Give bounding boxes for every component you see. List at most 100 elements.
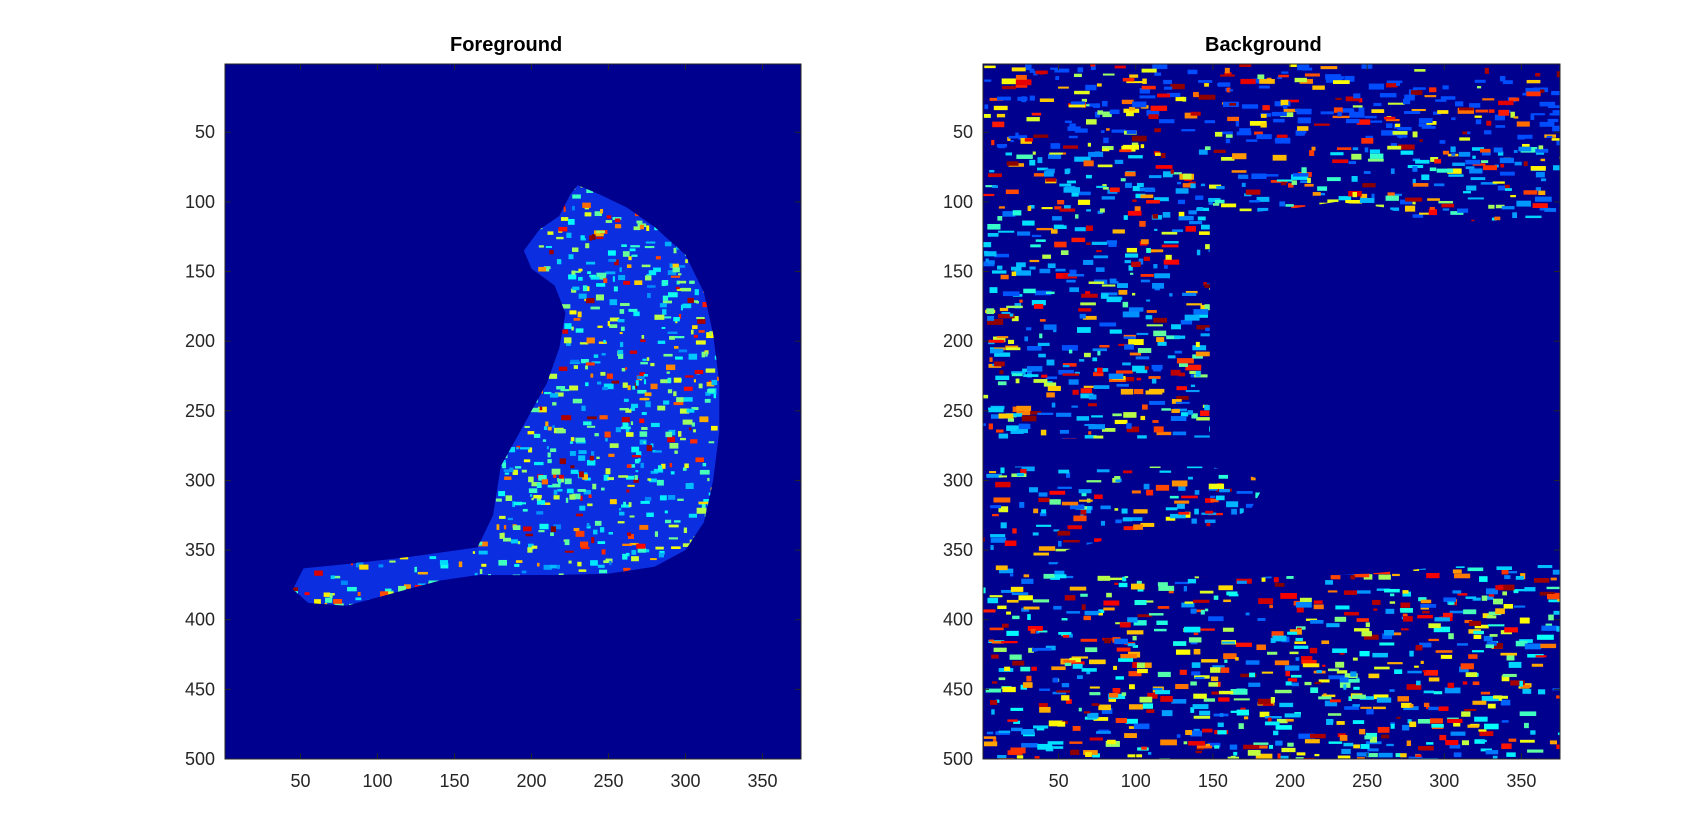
heatmap-cell: [1061, 618, 1068, 621]
heatmap-cell: [1069, 504, 1085, 510]
x-tick-label: 250: [593, 771, 623, 791]
heatmap-cell: [989, 357, 993, 362]
heatmap-cell: [691, 407, 699, 411]
heatmap-cell: [1508, 661, 1522, 668]
heatmap-cell: [984, 65, 996, 69]
heatmap-cell: [1231, 170, 1247, 173]
heatmap-cell: [1226, 501, 1239, 508]
heatmap-cell: [604, 431, 611, 438]
heatmap-cell: [1441, 203, 1455, 208]
heatmap-cell: [1229, 102, 1236, 106]
heatmap-cell: [539, 406, 543, 411]
heatmap-cell: [1093, 385, 1110, 389]
heatmap-cell: [1369, 153, 1384, 159]
heatmap-cell: [1195, 351, 1213, 357]
heatmap-cell: [1193, 693, 1207, 699]
heatmap-cell: [1384, 588, 1400, 593]
heatmap-cell: [1480, 691, 1491, 695]
heatmap-cell: [1000, 274, 1009, 280]
heatmap-cell: [1092, 753, 1100, 758]
heatmap-cell: [984, 79, 992, 82]
heatmap-cell: [1133, 620, 1147, 626]
heatmap-cell: [1304, 183, 1314, 187]
heatmap-cell: [384, 588, 392, 593]
heatmap-cell: [1033, 508, 1039, 514]
heatmap-cell: [1419, 212, 1433, 215]
heatmap-cell: [580, 235, 585, 239]
heatmap-cell: [1200, 224, 1218, 230]
heatmap-cell: [596, 230, 605, 234]
heatmap-cell: [1126, 517, 1143, 521]
heatmap-cell: [1039, 512, 1047, 517]
heatmap-cell: [1327, 199, 1339, 204]
heatmap-cell: [573, 270, 581, 273]
heatmap-cell: [994, 352, 1011, 357]
heatmap-cell: [1218, 585, 1233, 591]
heatmap-cell: [1221, 131, 1233, 135]
heatmap-cell: [538, 266, 547, 272]
heatmap-cell: [1193, 648, 1201, 655]
heatmap-cell: [585, 362, 595, 366]
heatmap-cell: [1098, 609, 1105, 613]
heatmap-cell: [1146, 299, 1151, 302]
heatmap-cell: [517, 541, 521, 545]
heatmap-cell: [1316, 670, 1322, 673]
heatmap-cell: [1469, 103, 1481, 108]
heatmap-cell: [984, 251, 997, 257]
heatmap-cell: [562, 329, 569, 334]
heatmap-cell: [1195, 370, 1201, 377]
heatmap-cell: [1058, 540, 1062, 547]
heatmap-cell: [1020, 468, 1027, 474]
heatmap-cell: [304, 592, 310, 596]
heatmap-cell: [1029, 68, 1035, 73]
heatmap-cell: [593, 354, 599, 358]
heatmap-cell: [527, 543, 534, 550]
heatmap-cell: [716, 376, 720, 381]
heatmap-cell: [1152, 64, 1168, 70]
heatmap-cell: [1402, 724, 1410, 731]
heatmap-cell: [1012, 528, 1017, 534]
heatmap-cell: [1297, 64, 1310, 71]
heatmap-cell: [665, 431, 673, 438]
heatmap-cell: [1062, 364, 1070, 368]
heatmap-cell: [1121, 99, 1134, 105]
heatmap-cell: [1276, 718, 1288, 724]
heatmap-cell: [663, 353, 673, 357]
heatmap-cell: [1007, 719, 1018, 722]
heatmap-cell: [1530, 113, 1545, 116]
heatmap-cell: [1326, 177, 1341, 182]
heatmap-cell: [1062, 363, 1077, 367]
heatmap-cell: [1390, 723, 1395, 729]
heatmap-cell: [584, 212, 592, 217]
heatmap-cell: [1183, 586, 1187, 592]
heatmap-cell: [1473, 634, 1482, 640]
heatmap-cell: [1506, 752, 1516, 757]
heatmap-cell: [1393, 193, 1402, 196]
heatmap-cell: [1124, 171, 1136, 177]
heatmap-cell: [646, 445, 653, 452]
heatmap-cell: [669, 335, 675, 340]
heatmap-cell: [1310, 687, 1319, 694]
heatmap-cell: [1337, 755, 1351, 759]
heatmap-cell: [1000, 467, 1005, 474]
heatmap-cell: [1051, 402, 1056, 408]
heatmap-cell: [1115, 676, 1124, 680]
heatmap-cell: [1447, 682, 1455, 689]
heatmap-cell: [1239, 208, 1252, 212]
heatmap-cell: [325, 597, 333, 603]
heatmap-cell: [1176, 734, 1181, 738]
heatmap-cell: [1018, 135, 1028, 140]
heatmap-cell: [1174, 335, 1186, 339]
heatmap-cell: [1230, 710, 1246, 713]
heatmap-cell: [1016, 262, 1026, 268]
heatmap-cell: [1140, 144, 1145, 149]
heatmap-cell: [620, 303, 630, 306]
heatmap-cell: [637, 376, 645, 380]
heatmap-cell: [1126, 111, 1134, 117]
heatmap-cell: [690, 329, 694, 335]
heatmap-cell: [683, 386, 693, 391]
heatmap-cell: [1178, 372, 1186, 377]
heatmap-cell: [356, 561, 364, 568]
heatmap-cell: [1019, 501, 1025, 508]
heatmap-cell: [1159, 470, 1172, 473]
